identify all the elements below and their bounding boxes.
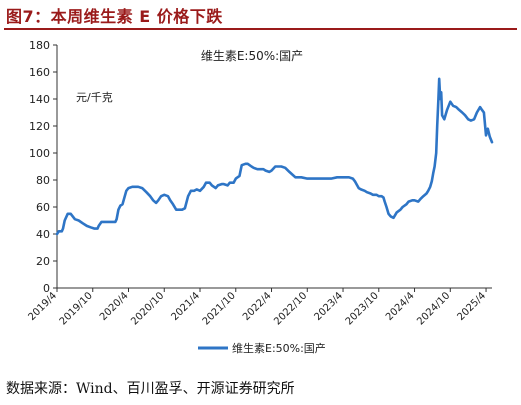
title-divider (4, 28, 517, 30)
x-tick-label: 2024/4 (384, 290, 417, 323)
chart-inner-title: 维生素E:50%:国产 (201, 49, 303, 63)
series-layer (55, 77, 494, 236)
y-tick-label: 60 (36, 201, 50, 214)
figure-title: 图7：本周维生素 E 价格下跌 (6, 7, 223, 26)
x-tick-label: 2019/10 (58, 290, 95, 327)
x-tick-label: 2019/4 (26, 290, 59, 323)
x-tick-label: 2023/4 (312, 290, 345, 323)
x-tick-label: 2022/4 (241, 290, 274, 323)
chart-legend: 维生素E:50%:国产 (198, 341, 326, 355)
y-tick-label: 160 (29, 66, 50, 79)
y-tick-label: 0 (43, 282, 50, 295)
x-tick-label: 2020/4 (98, 290, 131, 323)
series-line (55, 77, 494, 236)
y-axis-ticks: 0 20 40 60 80 100 120 140 160 180 (29, 39, 57, 295)
data-source: 数据来源：Wind、百川盈孚、开源证券研究所 (6, 381, 295, 397)
unit-label: 元/千克 (76, 91, 113, 104)
x-tick-label: 2020/10 (129, 290, 166, 327)
x-tick-label: 2025/4 (456, 290, 489, 323)
x-tick-label: 2021/4 (169, 290, 202, 323)
y-tick-label: 20 (36, 255, 50, 268)
x-tick-label: 2021/10 (201, 290, 238, 327)
y-tick-label: 40 (36, 228, 50, 241)
x-tick-label: 2024/10 (415, 290, 452, 327)
y-tick-label: 80 (36, 174, 50, 187)
y-tick-label: 120 (29, 120, 50, 133)
chart-axes (56, 45, 492, 289)
y-tick-label: 140 (29, 93, 50, 106)
y-tick-label: 100 (29, 147, 50, 160)
x-tick-label: 2023/10 (344, 290, 381, 327)
legend-label: 维生素E:50%:国产 (232, 341, 326, 355)
y-tick-label: 180 (29, 39, 50, 52)
x-tick-label: 2022/10 (272, 290, 309, 327)
